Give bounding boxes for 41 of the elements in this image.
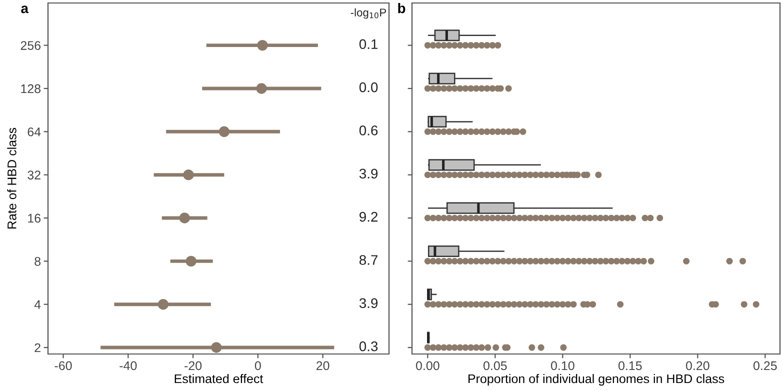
annotation: 0.6 bbox=[359, 126, 378, 136]
y-tick-label: 16 bbox=[28, 214, 41, 223]
annotation: 0.1 bbox=[359, 39, 378, 50]
y-tick-label: 32 bbox=[28, 170, 40, 180]
point bbox=[183, 169, 194, 180]
x-tick-label: 0.15 bbox=[618, 361, 642, 370]
y-tick-label: 2 bbox=[34, 343, 40, 352]
y-tick-label: 8 bbox=[34, 256, 41, 266]
x-tick-label: 0.25 bbox=[753, 361, 777, 370]
x-tick-label: 0 bbox=[254, 361, 261, 370]
annotation: 0.3 bbox=[359, 341, 378, 352]
annotation: 8.7 bbox=[359, 255, 378, 265]
y-tick-label: 64 bbox=[28, 127, 41, 136]
chart-title: a bbox=[21, 6, 29, 14]
point bbox=[257, 40, 268, 51]
y-axis-title: Rate of HBD class bbox=[7, 128, 16, 229]
annotation: 3.9 bbox=[359, 298, 378, 308]
y-tick-label: 4 bbox=[34, 300, 41, 309]
x-tick-label: -60 bbox=[54, 361, 72, 370]
x-tick-label: 0.00 bbox=[416, 361, 440, 370]
point bbox=[218, 126, 230, 138]
annotation: 0.0 bbox=[359, 82, 378, 92]
x-tick-label: 20 bbox=[316, 361, 330, 370]
x-axis-title: Estimated effect bbox=[174, 374, 264, 384]
point bbox=[186, 256, 196, 267]
x-tick-label: -40 bbox=[120, 361, 137, 370]
annotation: 9.2 bbox=[360, 212, 378, 222]
x-tick-label: -20 bbox=[184, 361, 202, 370]
point bbox=[256, 83, 267, 94]
x-tick-label: 0.05 bbox=[483, 361, 507, 370]
y-tick-label: 256 bbox=[20, 41, 41, 50]
point bbox=[179, 212, 190, 224]
x-tick-label: 0.10 bbox=[550, 361, 574, 370]
annotation: -log$_{10}$P bbox=[350, 8, 386, 19]
y-tick-label: 128 bbox=[21, 84, 41, 94]
x-tick-label: 0.20 bbox=[686, 361, 710, 370]
chart-title: b bbox=[398, 3, 406, 14]
point bbox=[158, 298, 169, 310]
x-axis-title: Proportion of individual genomes in HBD class bbox=[468, 374, 724, 386]
annotation: 3.9 bbox=[359, 168, 378, 179]
point bbox=[211, 342, 222, 353]
